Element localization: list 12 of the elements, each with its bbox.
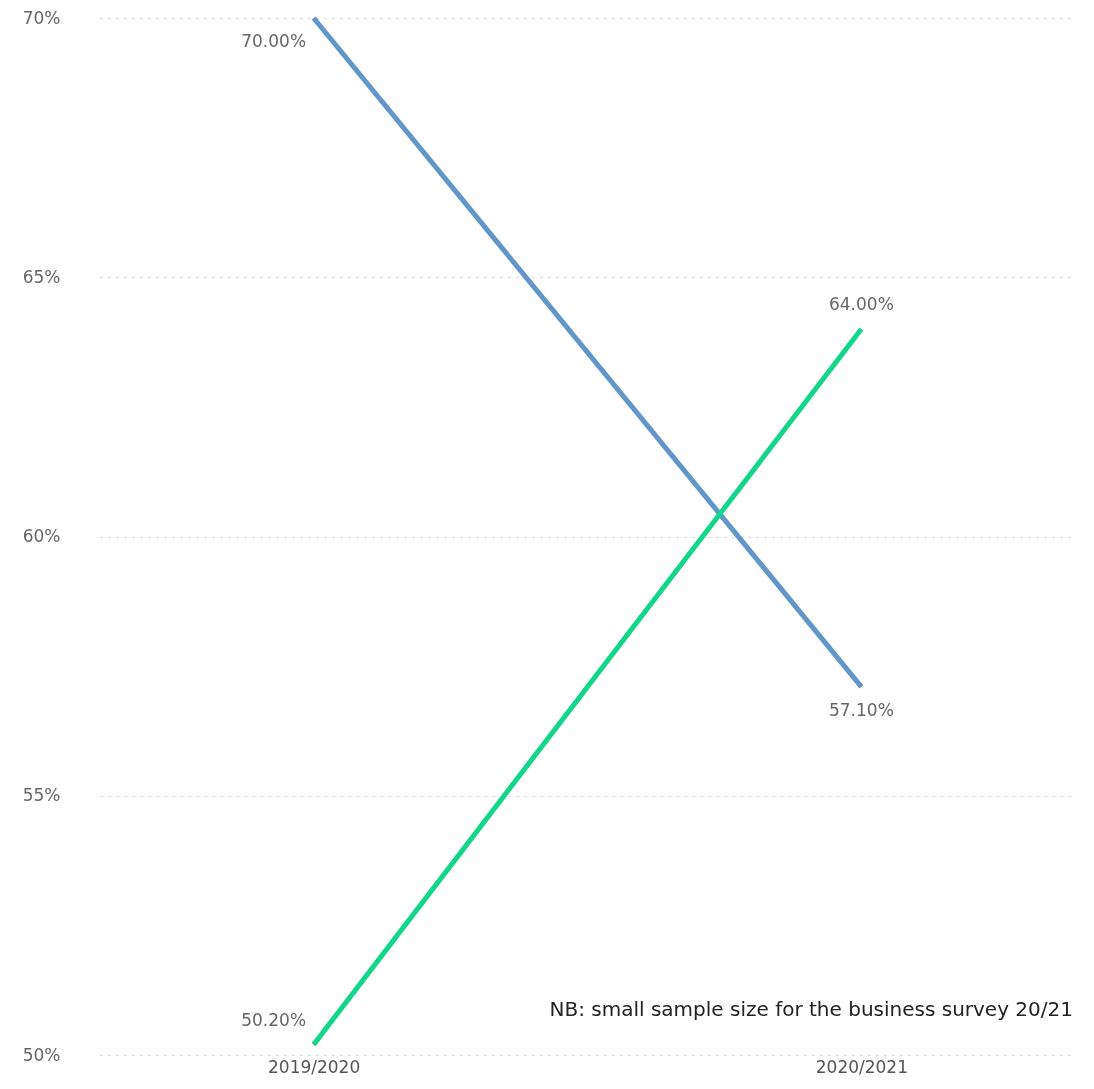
data-label: 70.00% bbox=[241, 31, 307, 51]
data-label: 57.10% bbox=[828, 699, 894, 720]
annotation: NB: small sample size for the business survey 20/21 bbox=[549, 997, 1073, 1021]
y-tick-label: 55% bbox=[22, 785, 61, 806]
data-label: 64.00% bbox=[828, 294, 894, 315]
y-tick-label: 50% bbox=[22, 1044, 61, 1065]
x-tick-label: 2020/2021 bbox=[815, 1056, 909, 1077]
y-tick-label: 70% bbox=[22, 7, 61, 28]
y-tick-label: 65% bbox=[22, 266, 61, 287]
data-label: 50.20% bbox=[241, 1009, 307, 1030]
x-tick-label: 2019/2020 bbox=[267, 1056, 361, 1077]
y-tick-label: 60% bbox=[22, 526, 61, 546]
